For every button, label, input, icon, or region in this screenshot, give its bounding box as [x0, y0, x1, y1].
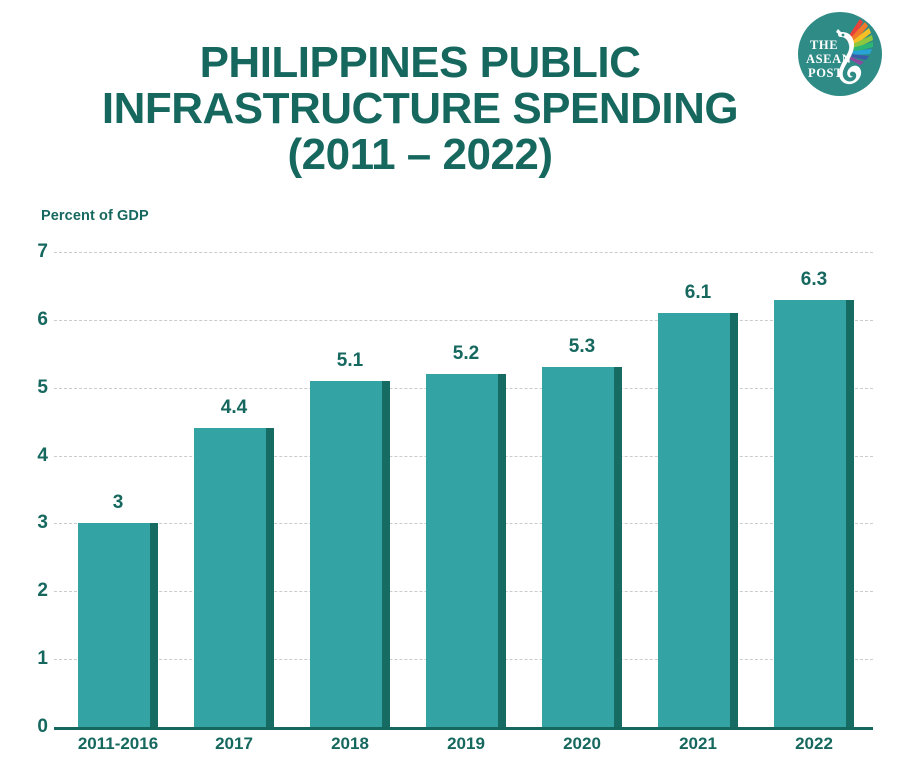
bar-face [194, 428, 266, 727]
x-axis-tick-label: 2017 [215, 734, 253, 753]
bar[interactable]: 5.3 [542, 336, 622, 727]
y-axis-tick-label: 2 [37, 580, 48, 602]
bar-side-edge [498, 374, 506, 727]
bar-side-edge [150, 523, 158, 727]
x-axis-tick-label: 2022 [795, 734, 833, 753]
hummingbird-wing-icon [846, 19, 873, 65]
bar[interactable]: 5.2 [426, 343, 506, 727]
the-asean-post-logo[interactable]: THE ASEAN POST [797, 11, 883, 97]
bar-face [542, 367, 614, 727]
bar-side-edge [614, 367, 622, 727]
hummingbird-body-icon [836, 29, 862, 85]
x-axis-tick-label: 2020 [563, 734, 601, 753]
gridline [54, 252, 873, 253]
y-axis-tick-label: 3 [37, 512, 48, 534]
title-line-2: INFRASTRUCTURE SPENDING [101, 84, 739, 133]
y-axis-tick-label: 7 [37, 241, 48, 262]
y-axis-tick-label: 1 [37, 648, 48, 670]
x-axis-line [54, 727, 873, 730]
bar-face [310, 380, 382, 727]
bar[interactable]: 5.1 [310, 350, 390, 727]
x-axis-tick-label: 2021 [679, 734, 717, 753]
bar-value-label: 5.2 [452, 343, 480, 365]
bar-side-edge [730, 313, 738, 727]
bar-side-edge [382, 380, 390, 727]
bar-value-label: 3 [112, 492, 124, 514]
svg-text:ASEAN: ASEAN [806, 52, 851, 66]
svg-text:POST: POST [808, 66, 843, 80]
bar-face [774, 299, 846, 727]
x-axis-tick-label: 2018 [331, 734, 369, 753]
bar[interactable]: 6.1 [658, 282, 738, 727]
bar-side-edge [266, 428, 274, 727]
bar-face [426, 374, 498, 727]
bar-value-label: 5.3 [568, 336, 596, 358]
y-axis-tick-label: 4 [37, 444, 48, 466]
bar[interactable]: 3 [78, 492, 158, 727]
bar-face [658, 313, 730, 727]
bar[interactable]: 4.4 [194, 397, 274, 727]
x-axis-tick-label: 2019 [447, 734, 485, 753]
bar-face [78, 523, 150, 727]
chart-header: PHILIPPINES PUBLIC INFRASTRUCTURE SPENDI… [0, 0, 900, 195]
gridline [54, 319, 873, 321]
bar-value-label: 4.4 [220, 397, 248, 419]
logo-wordmark: THE ASEAN POST [806, 38, 851, 80]
page-title: PHILIPPINES PUBLIC INFRASTRUCTURE SPENDI… [60, 40, 780, 178]
y-axis-tick-label: 5 [37, 376, 48, 398]
y-axis-tick-label: 6 [37, 308, 48, 330]
title-line-3: (2011 – 2022) [287, 130, 553, 179]
bar[interactable]: 6.3 [774, 269, 854, 727]
bar-value-label: 6.1 [684, 282, 712, 304]
title-line-1: PHILIPPINES PUBLIC [199, 38, 641, 87]
y-axis-title: Percent of GDP [41, 208, 149, 224]
x-axis-tick-label: 2011-2016 [77, 734, 159, 753]
y-axis-tick-label: 0 [37, 716, 48, 737]
bar-value-label: 6.3 [800, 268, 828, 290]
svg-text:THE: THE [810, 38, 838, 52]
bar-side-edge [846, 299, 854, 727]
logo-icon: THE ASEAN POST [798, 12, 882, 96]
bar-value-label: 5.1 [336, 349, 364, 371]
